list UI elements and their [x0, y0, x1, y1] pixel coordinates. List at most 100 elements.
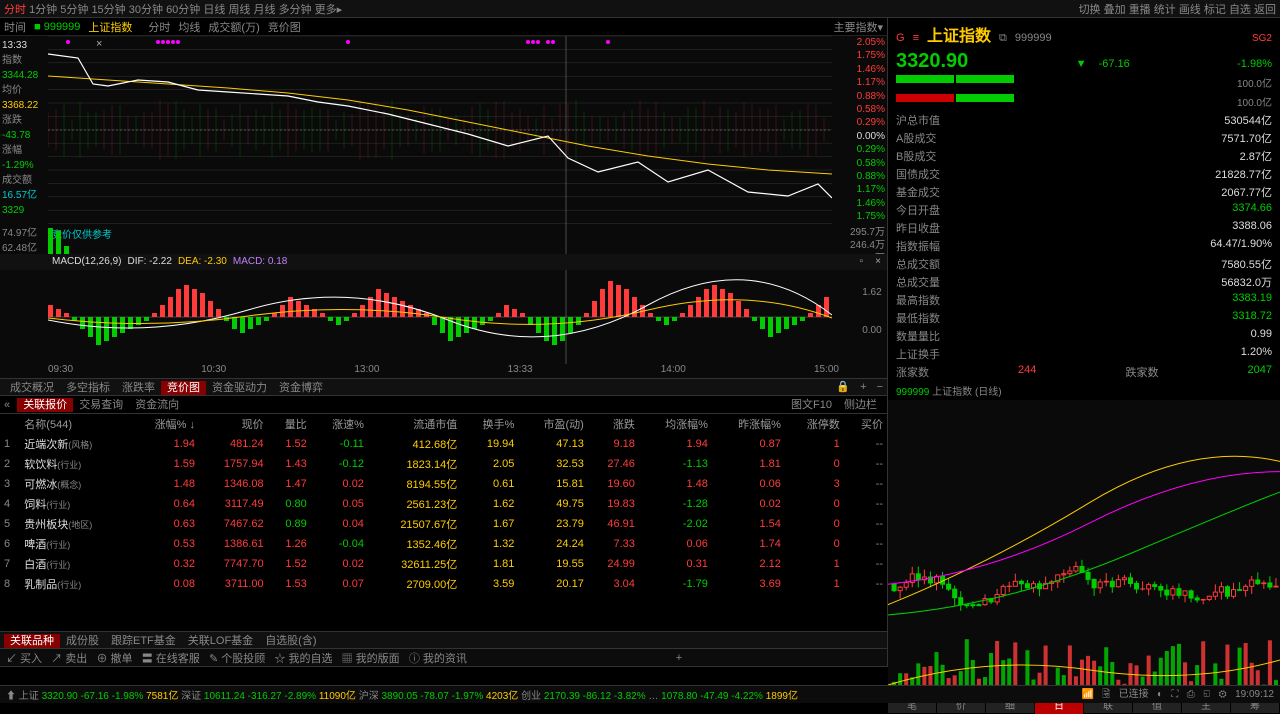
th-10[interactable]: 均涨幅% — [639, 414, 712, 434]
top-right-1[interactable]: 叠加 — [1104, 4, 1126, 16]
table-row[interactable]: 2软饮料(行业)1.591757.941.43-0.121823.14亿2.05… — [0, 454, 887, 474]
table-row[interactable]: 1近端次新(风格)1.94481.241.52-0.11412.68亿19.94… — [0, 434, 887, 454]
toolbar-2[interactable]: ⊕ 撤单 — [96, 653, 132, 665]
th-2[interactable]: 涨幅% ↓ — [130, 414, 199, 434]
add-panel-icon[interactable]: + — [477, 652, 881, 664]
quote-badge: SG2 — [1252, 33, 1272, 44]
collapse-icon[interactable]: « — [4, 399, 10, 411]
toolbar-0[interactable]: ↙ 买入 — [6, 653, 42, 665]
tf-tab-2[interactable]: 5分钟 — [60, 4, 88, 16]
mid-tab-3[interactable]: 竞价图 — [161, 381, 206, 395]
index-dropdown[interactable]: 主要指数▾ — [833, 19, 883, 35]
th-3[interactable]: 现价 — [199, 414, 268, 434]
th-7[interactable]: 换手% — [461, 414, 518, 434]
close-icon[interactable]: × — [875, 256, 881, 267]
toolbar-5[interactable]: ☆ 我的自选 — [274, 653, 332, 665]
top-right-4[interactable]: 画线 — [1179, 4, 1201, 16]
expand-icon[interactable]: ▫ — [859, 256, 863, 267]
tf-tab-4[interactable]: 30分钟 — [129, 4, 163, 16]
tf-tab-10[interactable]: 更多▸ — [315, 4, 343, 16]
tf-tab-6[interactable]: 日线 — [203, 4, 225, 16]
intraday-chart[interactable]: 13:33指数3344.28均价3368.22涨跌-43.78涨幅-1.29%成… — [0, 36, 887, 254]
ch-item-0[interactable]: 分时 — [148, 22, 170, 34]
tf-tab-5[interactable]: 60分钟 — [166, 4, 200, 16]
mid-tab-0[interactable]: 成交概况 — [4, 381, 60, 395]
top-right-7[interactable]: 返回 — [1254, 4, 1276, 16]
sub-tab-r-0[interactable]: 图文F10 — [785, 398, 838, 412]
plus-icon[interactable]: + — [860, 381, 866, 393]
status-r-5[interactable]: ⎙ — [1187, 689, 1195, 700]
top-right-0[interactable]: 切换 — [1079, 4, 1101, 16]
toolbar-1[interactable]: ↗ 卖出 — [51, 653, 87, 665]
status-r-4[interactable]: ⛶ — [1171, 689, 1178, 700]
tf-tab-3[interactable]: 15分钟 — [91, 4, 125, 16]
sub-tab-l-2[interactable]: 资金流向 — [129, 398, 185, 412]
table-row[interactable]: 7白酒(行业)0.327747.701.520.0232611.25亿1.811… — [0, 554, 887, 574]
table-row[interactable]: 3可燃冰(概念)1.481346.081.470.028194.55亿0.611… — [0, 474, 887, 494]
top-right-2[interactable]: 重播 — [1129, 4, 1151, 16]
mid-tab-1[interactable]: 多空指标 — [60, 381, 116, 395]
status-r-7[interactable]: ⚙ — [1219, 689, 1227, 700]
table-row[interactable]: 4饲料(行业)0.643117.490.800.052561.23亿1.6249… — [0, 494, 887, 514]
quote-row: B股成交2.87亿 — [888, 147, 1280, 165]
status-r-8[interactable]: 19:09:12 — [1235, 689, 1274, 700]
toolbar-3[interactable]: 〓 在线客服 — [142, 653, 200, 665]
info-成交额: 成交额 — [2, 173, 46, 188]
macd-chart[interactable]: 1.620.00-1.62 — [0, 270, 887, 364]
bot-tab-1[interactable]: 成份股 — [60, 634, 105, 648]
th-0[interactable] — [0, 414, 20, 434]
th-12[interactable]: 涨停数 — [785, 414, 844, 434]
lock-icon[interactable]: 🔒 — [836, 380, 850, 393]
tf-tab-0[interactable]: 分时 — [4, 4, 26, 16]
adv-val: 244 — [1018, 364, 1036, 380]
mid-tab-2[interactable]: 涨跌率 — [116, 381, 161, 395]
th-8[interactable]: 市盈(动) — [518, 414, 587, 434]
tf-tab-9[interactable]: 多分钟 — [279, 4, 312, 16]
quote-code: 999999 — [1015, 32, 1052, 44]
mid-tab-4[interactable]: 资金驱动力 — [206, 381, 273, 395]
toolbar-4[interactable]: ✎ 个股投顾 — [209, 653, 265, 665]
table-row[interactable]: 5贵州板块(地区)0.637467.620.890.0421507.67亿1.6… — [0, 514, 887, 534]
tf-tab-8[interactable]: 月线 — [254, 4, 276, 16]
ch-item-1[interactable]: 均线 — [178, 22, 200, 34]
status-r-3[interactable]: ◐ — [1157, 689, 1163, 700]
toolbar-7[interactable]: ⓘ 我的资讯 — [409, 653, 467, 665]
tf-tab-1[interactable]: 1分钟 — [29, 4, 57, 16]
sub-tab-l-1[interactable]: 交易查询 — [73, 398, 129, 412]
top-right-3[interactable]: 统计 — [1154, 4, 1176, 16]
toolbar-6[interactable]: ▦ 我的版面 — [342, 653, 400, 665]
th-1[interactable]: 名称(544) — [20, 414, 129, 434]
table-row[interactable]: 6啤酒(行业)0.531386.611.26-0.041352.46亿1.322… — [0, 534, 887, 554]
ch-item-2[interactable]: 成交额(万) — [208, 22, 259, 34]
th-6[interactable]: 流通市值 — [368, 414, 461, 434]
quote-name: 上证指数 — [927, 22, 991, 46]
bot-tab-4[interactable]: 自选股(含) — [259, 634, 322, 648]
macd-label: MACD(12,26,9) — [52, 256, 121, 267]
menu-icon[interactable]: ≡ — [913, 32, 919, 44]
mid-tab-5[interactable]: 资金博弈 — [273, 381, 329, 395]
sub-tab-r-1[interactable]: 侧边栏 — [838, 398, 883, 412]
top-right-6[interactable]: 自选 — [1229, 4, 1251, 16]
quote-table[interactable]: 名称(544)涨幅% ↓现价量比涨速%流通市值换手%市盈(动)涨跌均涨幅%昨涨幅… — [0, 414, 887, 632]
status-r-6[interactable]: ◱ — [1203, 689, 1210, 700]
chart-code[interactable]: 999999 — [44, 21, 81, 33]
popup-icon[interactable]: ⧉ — [999, 32, 1007, 45]
th-11[interactable]: 昨涨幅% — [712, 414, 785, 434]
status-r-0[interactable]: 📶 — [1081, 689, 1093, 700]
th-5[interactable]: 涨速% — [311, 414, 368, 434]
minus-icon[interactable]: − — [877, 381, 883, 393]
status-r-2[interactable]: 已连接 — [1119, 689, 1149, 700]
th-9[interactable]: 涨跌 — [588, 414, 639, 434]
bot-tab-3[interactable]: 关联LOF基金 — [182, 634, 259, 648]
table-row[interactable]: 8乳制品(行业)0.083711.001.530.072709.00亿3.592… — [0, 574, 887, 594]
ch-item-3[interactable]: 竞价图 — [268, 22, 301, 34]
top-right-5[interactable]: 标记 — [1204, 4, 1226, 16]
status-r-1[interactable]: 🗟 — [1102, 689, 1110, 700]
bot-tab-0[interactable]: 关联品种 — [4, 634, 60, 648]
tf-tab-7[interactable]: 周线 — [228, 4, 250, 16]
sub-tab-l-0[interactable]: 关联报价 — [17, 398, 73, 412]
th-13[interactable]: 买价 — [844, 414, 887, 434]
bot-tab-2[interactable]: 跟踪ETF基金 — [105, 634, 182, 648]
mini-kline-chart[interactable] — [888, 400, 1280, 635]
th-4[interactable]: 量比 — [268, 414, 311, 434]
